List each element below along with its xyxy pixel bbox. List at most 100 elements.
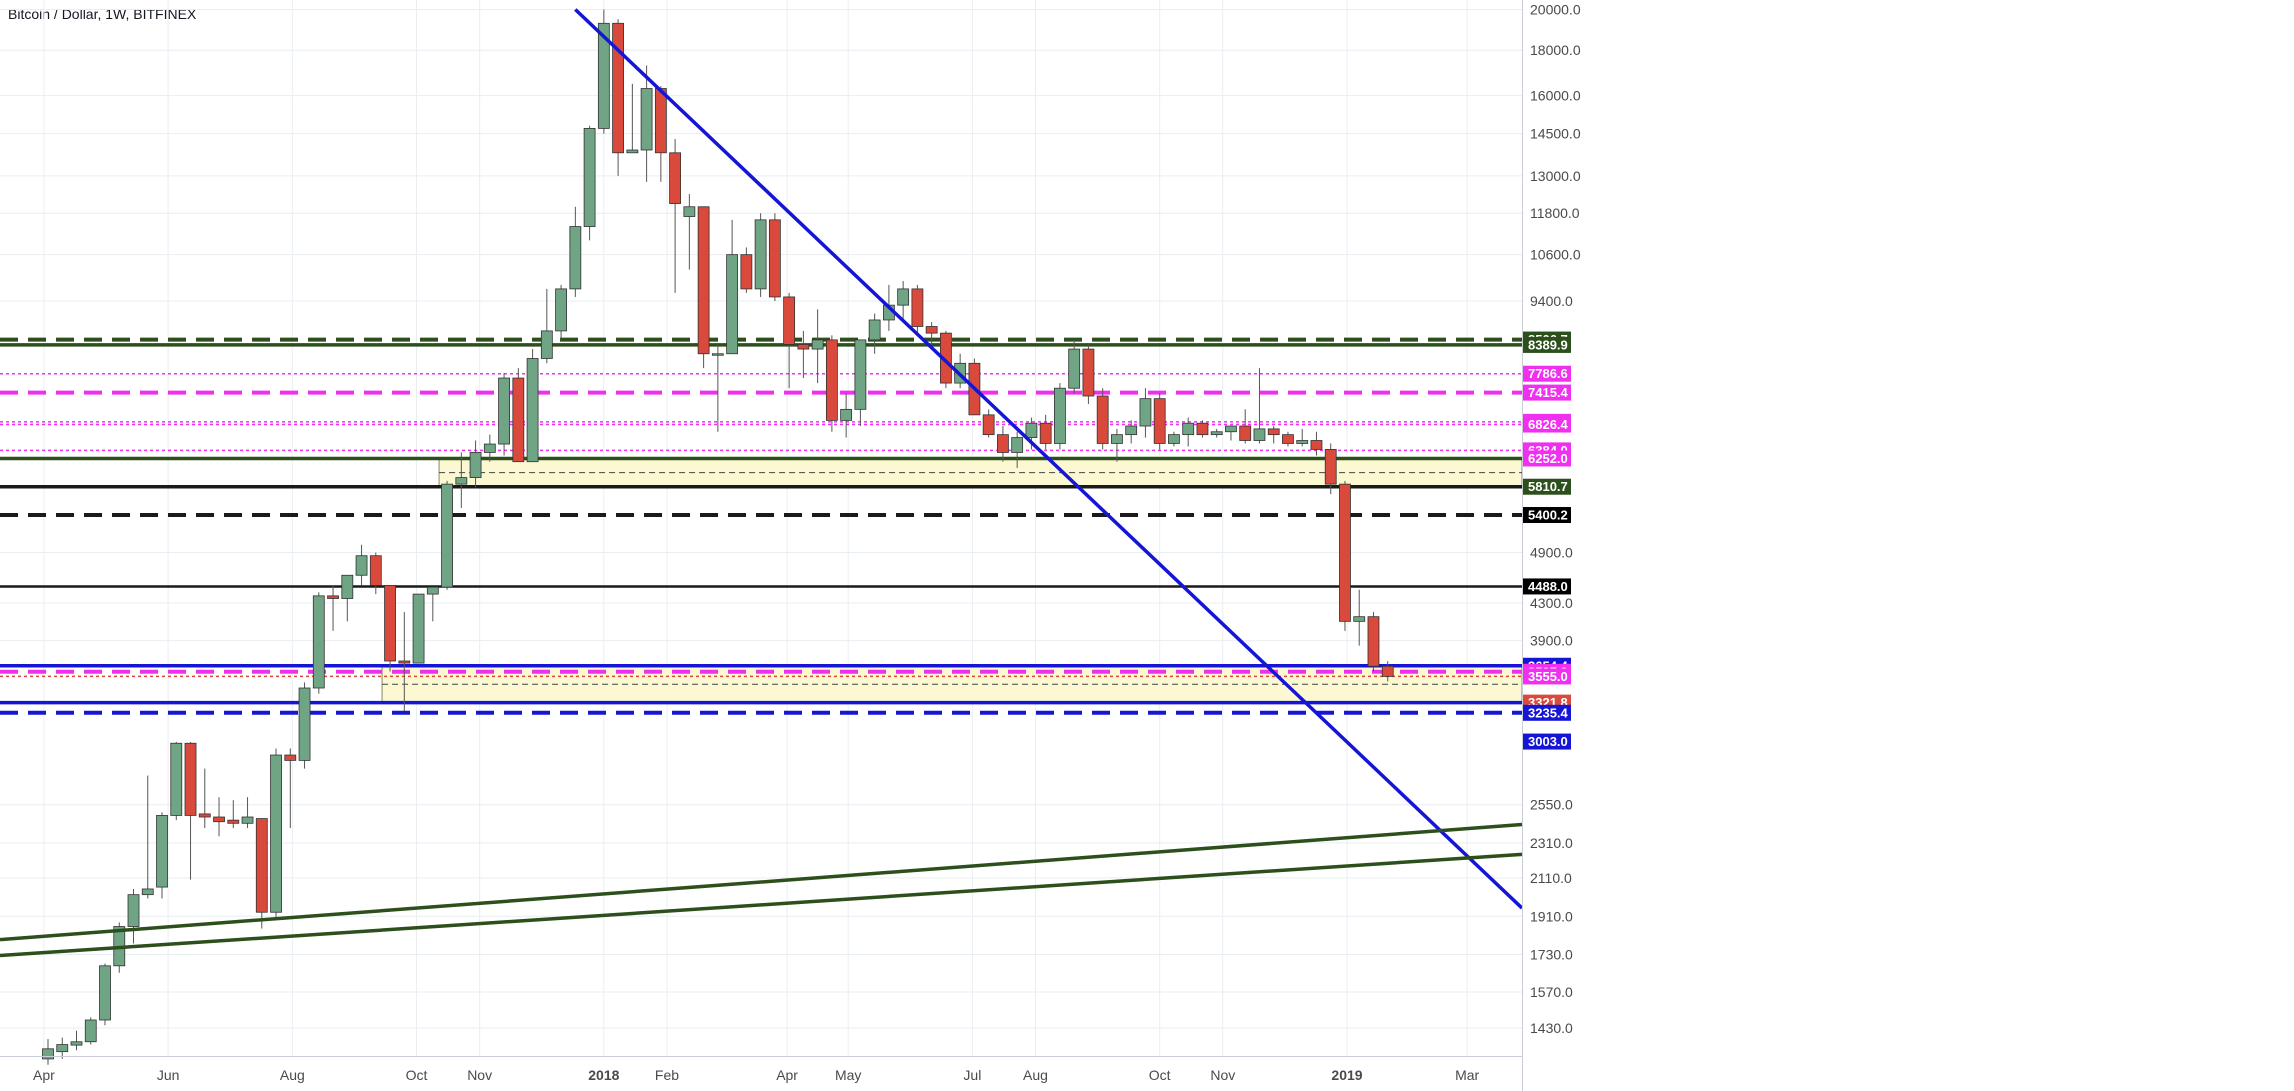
price-tag: 3235.4 <box>1523 704 1571 721</box>
candle <box>1153 393 1166 450</box>
candle-body <box>227 819 240 824</box>
candle <box>369 552 382 595</box>
candle-body <box>1339 483 1351 622</box>
price-tag-label: 5400.2 <box>1528 508 1568 523</box>
candle-body <box>982 414 995 436</box>
candle-body <box>341 574 354 599</box>
candle <box>1111 428 1123 462</box>
grid <box>0 0 1522 1056</box>
candle <box>583 125 596 241</box>
y-tick-label: 10600.0 <box>1530 247 1581 263</box>
candle <box>426 586 439 622</box>
candle <box>740 247 753 293</box>
candle <box>1225 425 1237 441</box>
candle <box>697 206 710 369</box>
candle-body <box>184 742 197 816</box>
candle <box>754 213 767 297</box>
y-tick-label: 1430.0 <box>1530 1020 1573 1036</box>
price-tag: 6826.4 <box>1523 416 1571 433</box>
candle-body <box>740 254 753 290</box>
candle <box>1267 426 1280 444</box>
y-tick-label: 4300.0 <box>1530 595 1573 611</box>
price-tag: 6252.0 <box>1523 450 1571 467</box>
y-tick-label: 2550.0 <box>1530 797 1573 813</box>
candle-body <box>997 434 1009 453</box>
candle-body <box>355 555 368 576</box>
candle-body <box>412 593 425 664</box>
x-tick-label: Nov <box>467 1067 492 1083</box>
candle <box>840 393 853 438</box>
y-tick-label: 9400.0 <box>1530 293 1573 309</box>
candle-body <box>483 443 496 453</box>
candle <box>355 544 368 586</box>
price-tag-bg <box>1523 365 1571 382</box>
candle-body <box>1196 422 1209 436</box>
candle-body <box>726 254 739 355</box>
candle-body <box>498 377 510 445</box>
candle-body <box>1253 428 1266 441</box>
candle <box>825 335 838 432</box>
price-tag-label: 3235.4 <box>1528 705 1569 720</box>
x-tick-label: Jul <box>963 1067 981 1083</box>
candle <box>1139 388 1152 438</box>
candle-body <box>1025 422 1038 438</box>
candle-body <box>1296 440 1309 444</box>
candle <box>312 592 325 694</box>
price-tag-label: 6252.0 <box>1528 451 1568 466</box>
candle-body <box>1267 428 1280 436</box>
price-tag-bg <box>1523 478 1571 495</box>
descending-resistance-trendline <box>574 8 1524 910</box>
candle <box>198 768 211 829</box>
y-tick-label: 13000.0 <box>1530 168 1581 184</box>
candle <box>1253 368 1266 444</box>
candle <box>1353 589 1366 646</box>
candle-body <box>70 1041 83 1046</box>
candle <box>925 322 938 350</box>
candle <box>1168 431 1180 447</box>
candle <box>1096 388 1109 450</box>
candle <box>1011 431 1024 468</box>
price-tag: 8389.9 <box>1523 336 1571 353</box>
y-tick-label: 2110.0 <box>1530 870 1572 886</box>
candle-body <box>469 452 482 478</box>
candle-body <box>868 319 881 341</box>
candle-body <box>626 149 639 154</box>
x-tick-label: Apr <box>776 1067 798 1083</box>
candle-body <box>441 483 453 588</box>
price-tag: 5400.2 <box>1523 507 1571 524</box>
candle-body <box>840 408 853 421</box>
candle <box>1039 414 1052 450</box>
candle-body <box>512 377 525 463</box>
candle-body <box>697 206 710 355</box>
candle-body <box>99 965 111 1021</box>
candle <box>768 213 781 302</box>
candle <box>170 741 183 821</box>
candle-body <box>1182 422 1195 436</box>
candle <box>897 281 910 323</box>
candle-body <box>526 358 539 463</box>
candle-body <box>170 742 183 816</box>
candle <box>654 86 667 182</box>
candle-body <box>1381 665 1394 677</box>
candle-body <box>1282 434 1294 444</box>
candle <box>626 83 639 154</box>
candle <box>1239 409 1252 444</box>
candle-body <box>911 288 924 327</box>
candle-body <box>241 816 254 824</box>
candle-body <box>312 595 325 689</box>
candle-body <box>198 813 211 818</box>
candle-body <box>897 288 910 306</box>
candles <box>42 9 1394 1065</box>
candle-body <box>540 330 553 359</box>
price-tag-label: 4488.0 <box>1528 579 1568 594</box>
price-tag-label: 3003.0 <box>1528 734 1568 749</box>
candle <box>56 1037 69 1059</box>
candle-body <box>1039 422 1052 444</box>
x-tick-label: Nov <box>1210 1067 1235 1083</box>
candle-body <box>369 555 382 586</box>
candle <box>327 585 339 631</box>
price-tag-bg <box>1523 578 1571 595</box>
price-tag-bg <box>1523 507 1571 524</box>
candle-body <box>1210 431 1223 436</box>
